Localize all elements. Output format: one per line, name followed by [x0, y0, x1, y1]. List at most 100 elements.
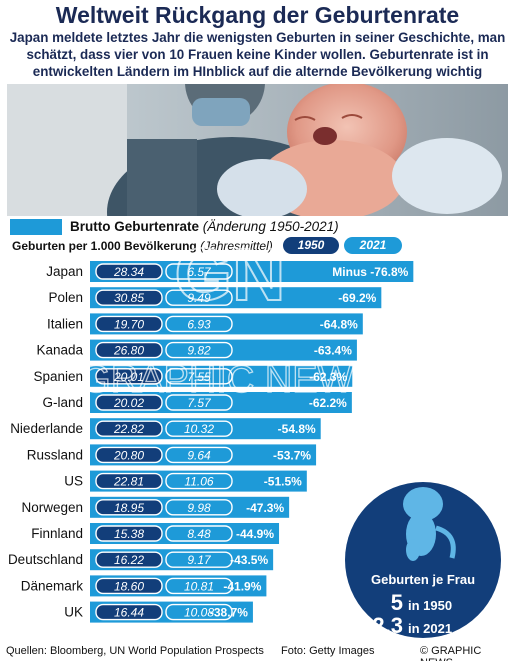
- change-label: -44.9%: [236, 527, 274, 541]
- chart-subtitle: Japan meldete letztes Jahr die wenigsten…: [9, 30, 506, 79]
- category-label: Kanada: [36, 343, 83, 358]
- value-1950-label: 16.22: [114, 553, 144, 567]
- value-1950-label: 22.81: [113, 475, 144, 489]
- category-label: Niederlande: [10, 421, 83, 436]
- value-2021-box: [165, 420, 233, 437]
- value-2021-box: [165, 472, 233, 490]
- legend-rate-label: Geburten per 1.000 Bevölkerung (Jahresmi…: [12, 239, 273, 253]
- change-label: -69.2%: [338, 291, 376, 305]
- bubble-title: Geburten je Frau: [371, 572, 475, 587]
- value-1950-box: [95, 499, 163, 516]
- value-2021-box: [165, 394, 233, 411]
- bar-1: [90, 287, 382, 309]
- value-1950-box: [95, 315, 163, 333]
- change-label: -41.9%: [223, 579, 261, 593]
- value-1950-box: [95, 368, 163, 385]
- value-1950-box: [95, 341, 163, 359]
- bubble-circle: [345, 482, 501, 638]
- value-1950-label: 18.95: [114, 501, 144, 515]
- value-2021-box: [165, 525, 233, 542]
- value-2021-label: 8.48: [187, 527, 211, 541]
- value-2021-box: [165, 368, 233, 385]
- legend-bar-label: Brutto Geburtenrate (Änderung 1950-2021): [70, 219, 339, 234]
- value-1950-label: 20.02: [113, 396, 144, 410]
- value-1950-label: 15.38: [114, 527, 144, 541]
- value-1950-box: [95, 420, 163, 437]
- category-label: Italien: [47, 316, 83, 331]
- value-2021-box: [165, 263, 233, 280]
- category-label: Dänemark: [21, 578, 84, 593]
- bubble-2021-value: 2,3: [372, 613, 403, 638]
- value-2021-label: 9.98: [187, 501, 211, 515]
- value-2021-label: 10.08: [184, 606, 214, 620]
- value-2021-box: [165, 577, 233, 595]
- change-label: -51.5%: [264, 475, 302, 489]
- value-1950-label: 20.01: [113, 370, 144, 384]
- copyright-brand: © GRAPHIC NEWS: [420, 645, 482, 661]
- change-label: -63.4%: [314, 344, 352, 358]
- value-2021-box: [165, 551, 233, 568]
- value-2021-label: 6.93: [187, 317, 211, 331]
- category-label: UK: [64, 605, 83, 620]
- category-label: Finnland: [31, 526, 83, 541]
- change-label: -64.8%: [320, 317, 358, 331]
- sources-note: Quellen: Bloomberg, UN World Population …: [6, 645, 264, 657]
- value-2021-box: [165, 341, 233, 359]
- change-label: -62.3%: [309, 370, 347, 384]
- legend-bar-swatch: [10, 219, 62, 235]
- value-2021-label: 7.57: [187, 396, 212, 410]
- value-1950-box: [95, 551, 163, 568]
- value-2021-label: 10.81: [184, 579, 214, 593]
- watermark-logo: GN: [175, 233, 286, 316]
- value-1950-box: [95, 263, 163, 280]
- births-per-woman-bubble: Geburten je Frau 5 in 1950 2,3 in 2021: [345, 482, 501, 638]
- category-label: Russland: [27, 447, 83, 462]
- value-1950-box: [95, 525, 163, 542]
- change-label: -43.5%: [230, 553, 268, 567]
- value-2021-label: 9.64: [187, 448, 211, 462]
- value-2021-box: [165, 603, 233, 621]
- change-label: -53.7%: [273, 448, 311, 462]
- value-1950-label: 22.82: [113, 422, 144, 436]
- value-2021-label: 9.17: [187, 553, 212, 567]
- value-2021-label: 7.55: [187, 370, 211, 384]
- bubble-1950-label: in 1950: [408, 598, 452, 613]
- value-1950-label: 16.44: [114, 606, 144, 620]
- fetus-icon: [403, 487, 456, 561]
- value-2021-label: 10.32: [184, 422, 214, 436]
- category-label: Norwegen: [21, 500, 83, 515]
- category-label: US: [64, 474, 83, 489]
- category-label: Japan: [46, 264, 83, 279]
- value-1950-label: 19.70: [114, 317, 144, 331]
- value-1950-label: 20.80: [113, 448, 144, 462]
- value-2021-box: [165, 315, 233, 333]
- change-label: -47.3%: [246, 501, 284, 515]
- value-1950-label: 18.60: [114, 579, 144, 593]
- value-2021-box: [165, 289, 233, 306]
- value-1950-box: [95, 472, 163, 490]
- change-label: Minus -76.8%: [332, 265, 408, 279]
- change-label: -62.2%: [309, 396, 347, 410]
- category-label: Polen: [48, 290, 83, 305]
- value-1950-label: 26.80: [113, 344, 144, 358]
- value-1950-box: [95, 394, 163, 411]
- value-2021-label: 11.06: [184, 475, 213, 489]
- category-label: Spanien: [33, 369, 83, 384]
- category-label: G-land: [42, 395, 83, 410]
- value-2021-box: [165, 446, 233, 464]
- value-1950-box: [95, 577, 163, 595]
- value-1950-label: 28.34: [113, 265, 144, 279]
- watermark-text: GRAPHIC NEWS: [81, 359, 379, 401]
- photo-credit: Foto: Getty Images: [281, 645, 375, 657]
- bubble-2021-label: in 2021: [408, 621, 452, 636]
- change-label: -38.7%: [210, 606, 248, 620]
- change-label: -54.8%: [278, 422, 316, 436]
- value-2021-label: 9.82: [187, 344, 211, 358]
- chart-title: Weltweit Rückgang der Geburtenrate: [55, 2, 460, 28]
- legend-2021-pill: 2021: [344, 237, 402, 254]
- value-2021-box: [165, 499, 233, 516]
- value-1950-box: [95, 446, 163, 464]
- legend-1950-pill: 1950: [283, 237, 339, 254]
